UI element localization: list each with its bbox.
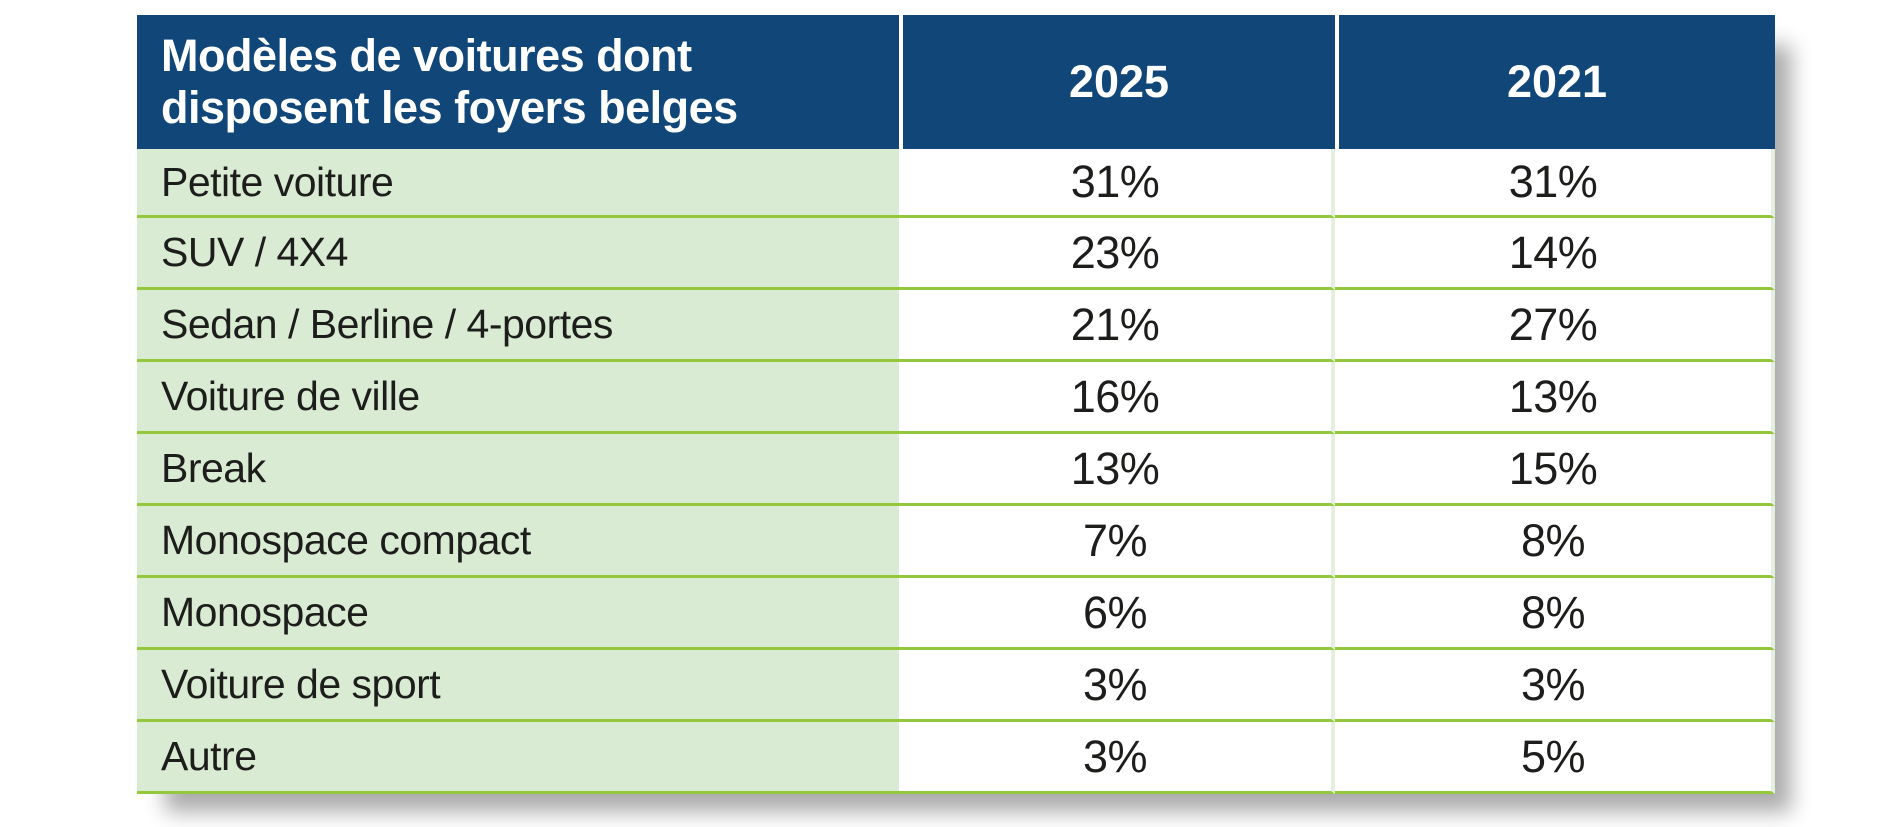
- value-2025: 16%: [899, 362, 1335, 434]
- value-2021: 8%: [1335, 506, 1775, 578]
- value-2025: 31%: [899, 149, 1335, 218]
- value-2021: 3%: [1335, 650, 1775, 722]
- value-2025: 23%: [899, 218, 1335, 290]
- value-2025: 3%: [899, 722, 1335, 794]
- row-label-suv-4x4: SUV / 4X4: [137, 218, 899, 290]
- row-label-autre: Autre: [137, 722, 899, 794]
- value-2025: 21%: [899, 290, 1335, 362]
- column-header-2025: 2025: [899, 15, 1335, 149]
- value-2025: 3%: [899, 650, 1335, 722]
- value-2021: 27%: [1335, 290, 1775, 362]
- table-title-line-2: disposent les foyers belges: [161, 82, 738, 133]
- row-label-voiture-de-sport: Voiture de sport: [137, 650, 899, 722]
- value-2021: 15%: [1335, 434, 1775, 506]
- value-2021: 31%: [1335, 149, 1775, 218]
- column-header-2021: 2021: [1335, 15, 1775, 149]
- row-label-petite-voiture: Petite voiture: [137, 149, 899, 218]
- car-models-table: Modèles de voitures dont disposent les f…: [137, 15, 1775, 794]
- value-2021: 5%: [1335, 722, 1775, 794]
- value-2025: 7%: [899, 506, 1335, 578]
- row-label-break: Break: [137, 434, 899, 506]
- value-2025: 6%: [899, 578, 1335, 650]
- value-2021: 13%: [1335, 362, 1775, 434]
- row-label-monospace: Monospace: [137, 578, 899, 650]
- row-label-monospace-compact: Monospace compact: [137, 506, 899, 578]
- row-label-sedan-berline: Sedan / Berline / 4-portes: [137, 290, 899, 362]
- value-2021: 8%: [1335, 578, 1775, 650]
- value-2021: 14%: [1335, 218, 1775, 290]
- table-title-cell: Modèles de voitures dont disposent les f…: [137, 15, 899, 149]
- table-title-line-1: Modèles de voitures dont: [161, 30, 692, 81]
- value-2025: 13%: [899, 434, 1335, 506]
- row-label-voiture-de-ville: Voiture de ville: [137, 362, 899, 434]
